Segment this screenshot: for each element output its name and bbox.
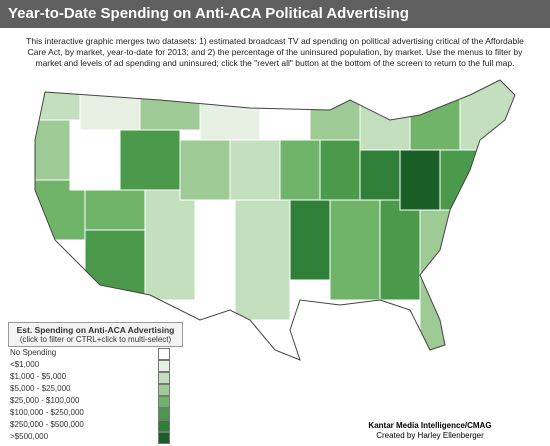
us-map — [34, 79, 516, 361]
credit-line: Created by Harley Ellenberger — [376, 431, 484, 440]
legend-swatch[interactable] — [158, 396, 170, 408]
legend-label: >$500,000 — [10, 432, 49, 441]
legend-header: Est. Spending on Anti-ACA Advertising (c… — [8, 322, 183, 347]
legend-title: Est. Spending on Anti-ACA Advertising — [16, 325, 175, 335]
legend-item[interactable]: $5,000 - $25,000 — [8, 383, 183, 396]
legend-label: No Spending — [10, 348, 57, 357]
legend-item[interactable]: $250,000 - $500,000 — [8, 419, 183, 432]
legend-label: <$1,000 — [10, 360, 40, 369]
legend-swatch[interactable] — [158, 384, 170, 396]
legend-item[interactable]: >$500,000 — [8, 431, 183, 444]
legend-item[interactable]: No Spending — [8, 347, 183, 360]
legend-label: $250,000 - $500,000 — [10, 420, 84, 429]
legend-label: $100,000 - $250,000 — [10, 408, 84, 417]
legend-item[interactable]: $1,000 - $5,000 — [8, 371, 183, 384]
legend-item[interactable]: $25,000 - $100,000 — [8, 395, 183, 408]
legend-label: $25,000 - $100,000 — [10, 396, 80, 405]
credit-line: Kantar Media Intelligence/CMAG — [368, 421, 492, 430]
description: This interactive graphic merges two data… — [26, 36, 524, 68]
legend-swatch[interactable] — [158, 408, 170, 420]
legend-swatch[interactable] — [158, 432, 170, 444]
legend-swatch[interactable] — [158, 360, 170, 372]
us-outline — [34, 79, 516, 361]
legend-swatch[interactable] — [158, 420, 170, 432]
market-regions — [35, 80, 515, 360]
legend-item[interactable]: $100,000 - $250,000 — [8, 407, 183, 420]
legend: Est. Spending on Anti-ACA Advertising (c… — [8, 322, 183, 444]
legend-subtitle: (click to filter or CTRL+click to multi-… — [19, 335, 172, 344]
legend-items: No Spending <$1,000 $1,000 - $5,000 $5,000 … — [8, 347, 183, 444]
legend-swatch[interactable] — [158, 372, 170, 384]
legend-swatch[interactable] — [158, 348, 170, 360]
credits: Kantar Media Intelligence/CMAG Created b… — [360, 421, 500, 441]
legend-label: $5,000 - $25,000 — [10, 384, 71, 393]
title-bar: Year-to-Date Spending on Anti-ACA Politi… — [0, 0, 550, 28]
legend-label: $1,000 - $5,000 — [10, 372, 67, 381]
legend-item[interactable]: <$1,000 — [8, 359, 183, 372]
